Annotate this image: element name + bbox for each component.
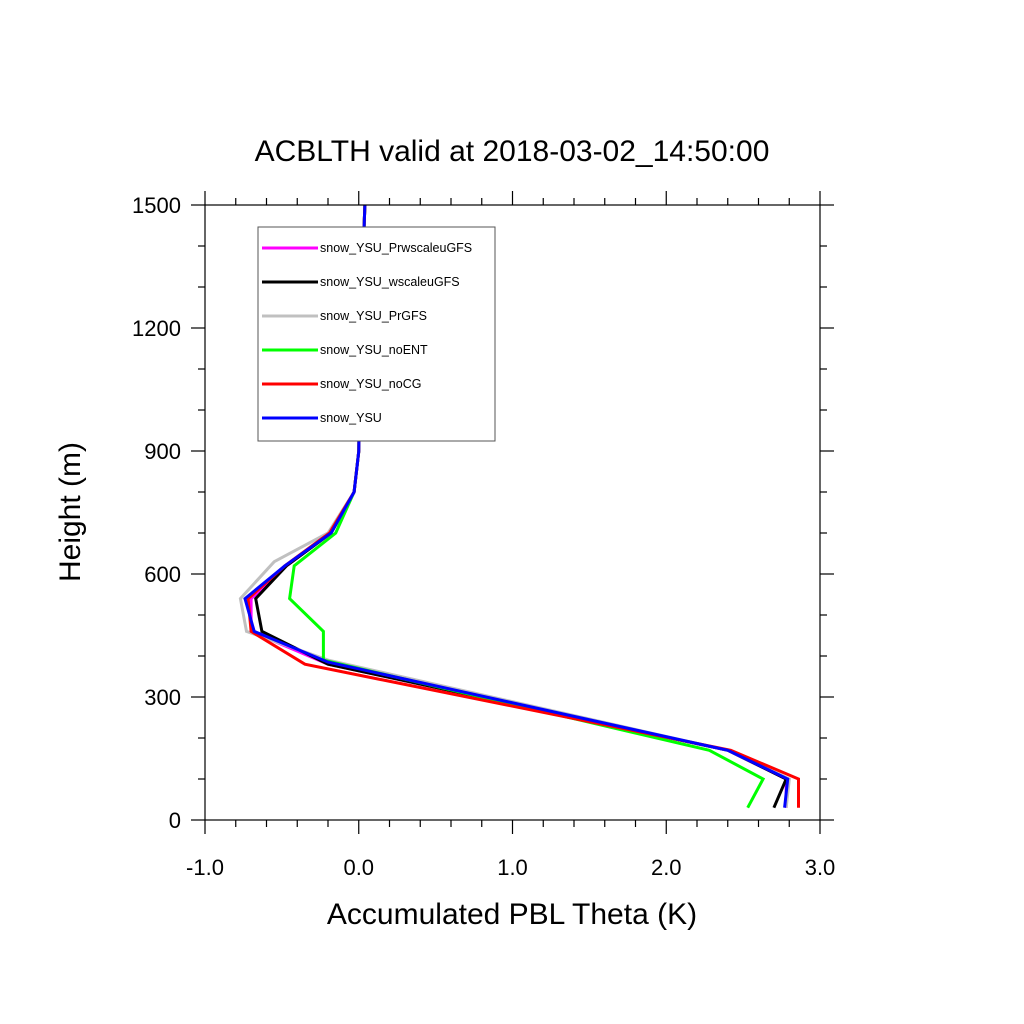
y-axis-label: Height (m) <box>54 442 87 582</box>
x-tick-label: 1.0 <box>497 855 528 880</box>
x-tick-label: -1.0 <box>186 855 224 880</box>
y-tick-label: 1200 <box>132 316 181 341</box>
x-axis-label: Accumulated PBL Theta (K) <box>327 898 697 931</box>
legend-box <box>257 226 496 442</box>
x-tick-label: 2.0 <box>651 855 682 880</box>
y-tick-label: 0 <box>169 808 181 833</box>
y-tick-label: 300 <box>144 685 181 710</box>
axis-ticks <box>191 191 834 834</box>
legend-label: snow_YSU <box>320 411 382 425</box>
chart-title: ACBLTH valid at 2018-03-02_14:50:00 <box>255 135 770 168</box>
legend-label: snow_YSU_noCG <box>320 377 421 391</box>
legend-label: snow_YSU_noENT <box>320 343 428 357</box>
legend-label: snow_YSU_wscaleuGFS <box>320 275 460 289</box>
legend-label: snow_YSU_PrGFS <box>320 309 427 323</box>
x-tick-label: 3.0 <box>805 855 836 880</box>
y-tick-label: 600 <box>144 562 181 587</box>
axis-tick-labels: -1.0 0.0 1.0 2.0 3.0 0 300 600 900 1200 1500 <box>132 193 835 880</box>
legend-label: snow_YSU_PrwscaleuGFS <box>320 241 472 255</box>
legend: snow_YSU_PrwscaleuGFS snow_YSU_wscaleuGFS… <box>257 226 496 442</box>
legend-items: snow_YSU_PrwscaleuGFS snow_YSU_wscaleuGFS… <box>262 241 472 425</box>
y-tick-label: 1500 <box>132 193 181 218</box>
y-tick-label: 900 <box>144 439 181 464</box>
x-tick-label: 0.0 <box>343 855 374 880</box>
